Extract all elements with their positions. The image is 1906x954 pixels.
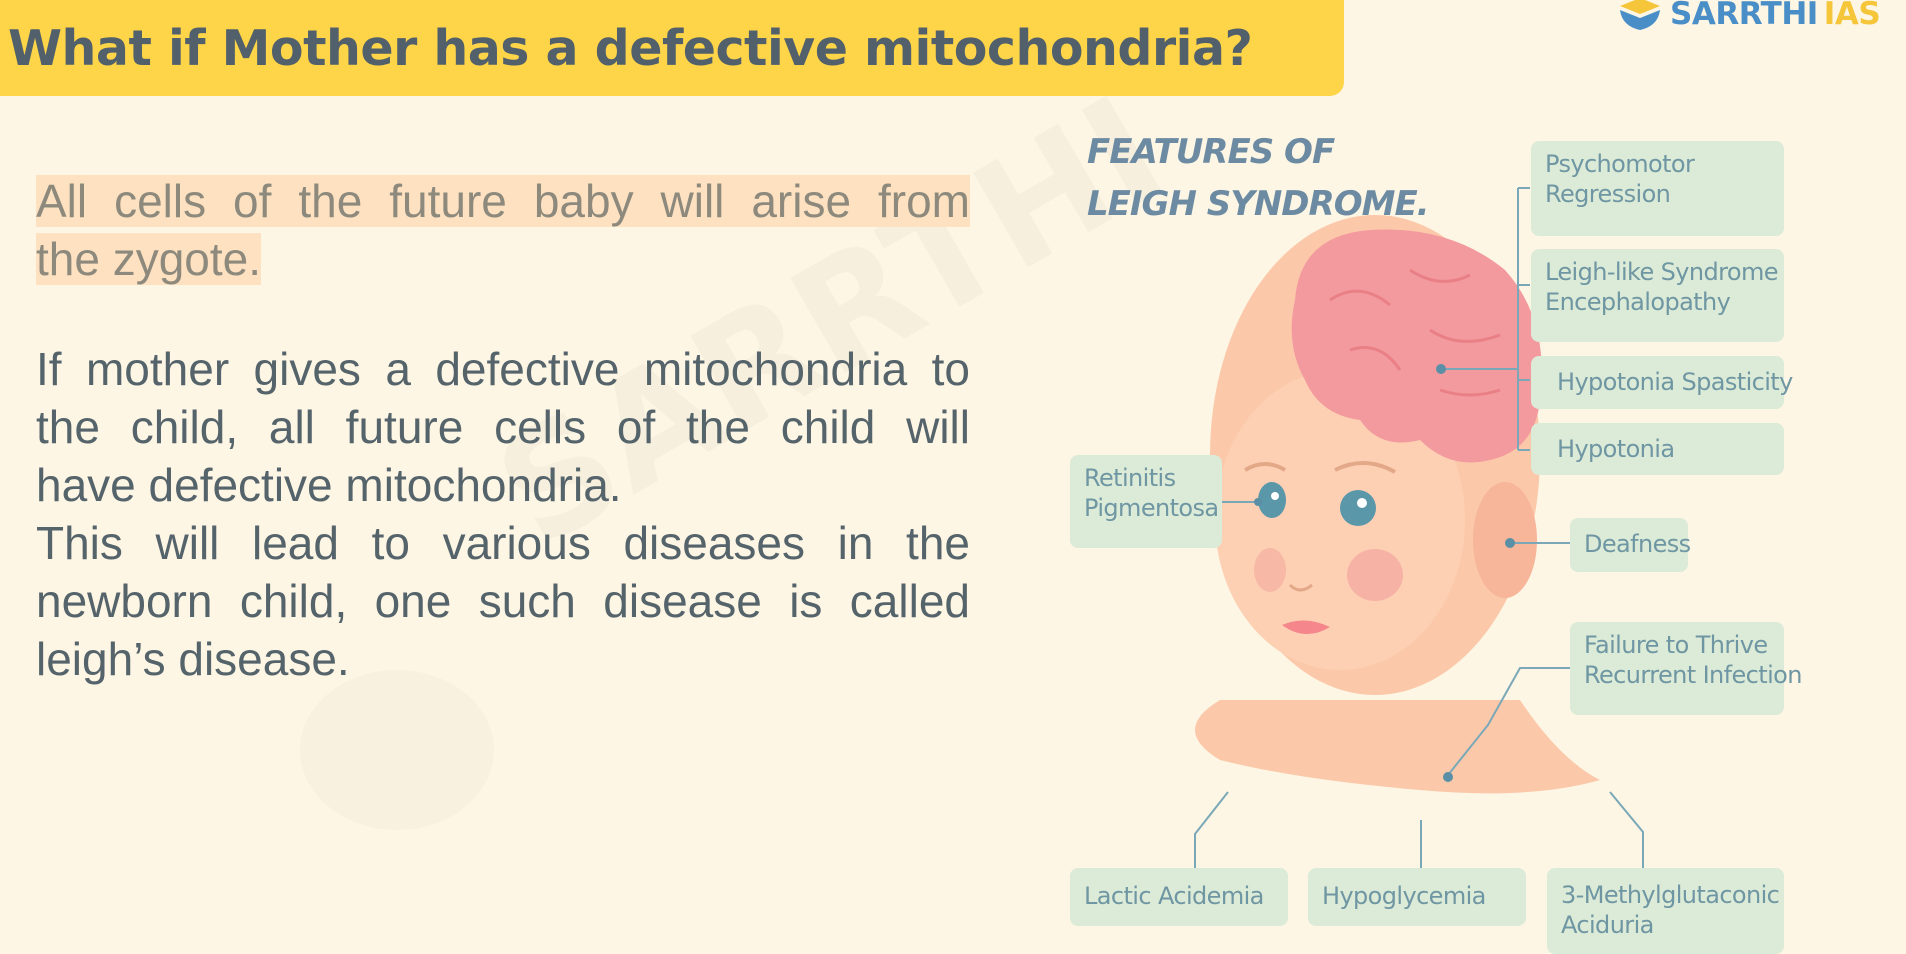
label-retinitis-pigmentosa: Retinitis Pigmentosa	[1070, 455, 1222, 548]
label-text: Encephalopathy	[1545, 288, 1731, 316]
label-text: Pigmentosa	[1084, 494, 1219, 522]
baby-face	[1215, 370, 1465, 670]
label-deafness: Deafness	[1570, 518, 1691, 572]
brand-name: SARRTHI	[1670, 0, 1818, 32]
paragraph-zygote: All cells of the future baby will arise …	[36, 172, 970, 288]
highlighted-text: the zygote.	[36, 233, 262, 285]
label-text: Hypoglycemia	[1322, 882, 1486, 910]
infographic-title-line: LEIGH SYNDROME.	[1087, 184, 1430, 224]
label-text: Retinitis	[1084, 464, 1176, 492]
label-text: Regression	[1545, 180, 1671, 208]
paragraph-line: All cells of the future baby will arise …	[36, 172, 970, 230]
label-text: 3-Methylglutaconic	[1561, 881, 1780, 909]
paragraph-line: If mother gives a defective mitochondria…	[36, 343, 970, 395]
label-text: Aciduria	[1561, 911, 1654, 939]
slide-title: What if Mother has a defective mitochond…	[8, 20, 1253, 77]
label-methylglutaconic-aciduria: 3-Methylglutaconic Aciduria	[1547, 868, 1784, 954]
paragraph-defect: If mother gives a defective mitochondria…	[36, 340, 970, 688]
label-text: Psychomotor	[1545, 150, 1695, 178]
label-hypotonia: Hypotonia	[1531, 423, 1784, 475]
title-bar	[0, 0, 1344, 96]
paragraph-line: leigh’s disease.	[36, 633, 350, 685]
label-text: Hypotonia Spasticity	[1557, 368, 1793, 396]
baby-ear	[1473, 482, 1537, 598]
brain-icon	[1291, 229, 1542, 463]
label-hypoglycemia: Hypoglycemia	[1308, 868, 1526, 926]
infographic-title-line: FEATURES OF	[1087, 132, 1335, 172]
brand-suffix: IAS	[1823, 0, 1881, 32]
label-encephalopathy: Leigh-like Syndrome Encephalopathy	[1531, 249, 1784, 342]
label-text: Recurrent Infection	[1584, 661, 1802, 689]
paragraph-line: the zygote.	[36, 230, 970, 288]
logo-mark-icon	[1620, 0, 1660, 30]
label-text: Failure to Thrive	[1584, 631, 1768, 659]
label-text: Hypotonia	[1557, 435, 1675, 463]
baby-illustration	[1194, 187, 1644, 868]
label-failure-to-thrive: Failure to Thrive Recurrent Infection	[1570, 622, 1802, 715]
label-hypotonia-spasticity: Hypotonia Spasticity	[1531, 356, 1793, 409]
paragraph-line: the child, all future cells of the child…	[36, 401, 970, 453]
baby-mouth	[1282, 620, 1330, 635]
brand-wordmark: SARRTHI IAS	[1670, 0, 1881, 32]
watermark-emblem	[300, 670, 494, 830]
baby-neck-shoulders	[1195, 700, 1600, 794]
label-text: Lactic Acidemia	[1084, 882, 1264, 910]
highlighted-text: All cells of the future baby will arise …	[36, 175, 970, 227]
paragraph-line: have defective mitochondria.	[36, 459, 622, 511]
eye-right-icon	[1340, 490, 1376, 526]
infographic-title: FEATURES OF LEIGH SYNDROME.	[1087, 126, 1430, 230]
label-psychomotor-regression: Psychomotor Regression	[1531, 141, 1784, 236]
label-lactic-acidemia: Lactic Acidemia	[1070, 868, 1288, 926]
paragraph-line: This will lead to various diseases in th…	[36, 517, 970, 569]
label-text: Leigh-like Syndrome	[1545, 258, 1779, 286]
paragraph-line: newborn child, one such disease is calle…	[36, 575, 970, 627]
label-text: Deafness	[1584, 530, 1691, 558]
eye-left-icon	[1258, 482, 1286, 518]
brand-logo: SARRTHI IAS	[1618, 0, 1881, 34]
